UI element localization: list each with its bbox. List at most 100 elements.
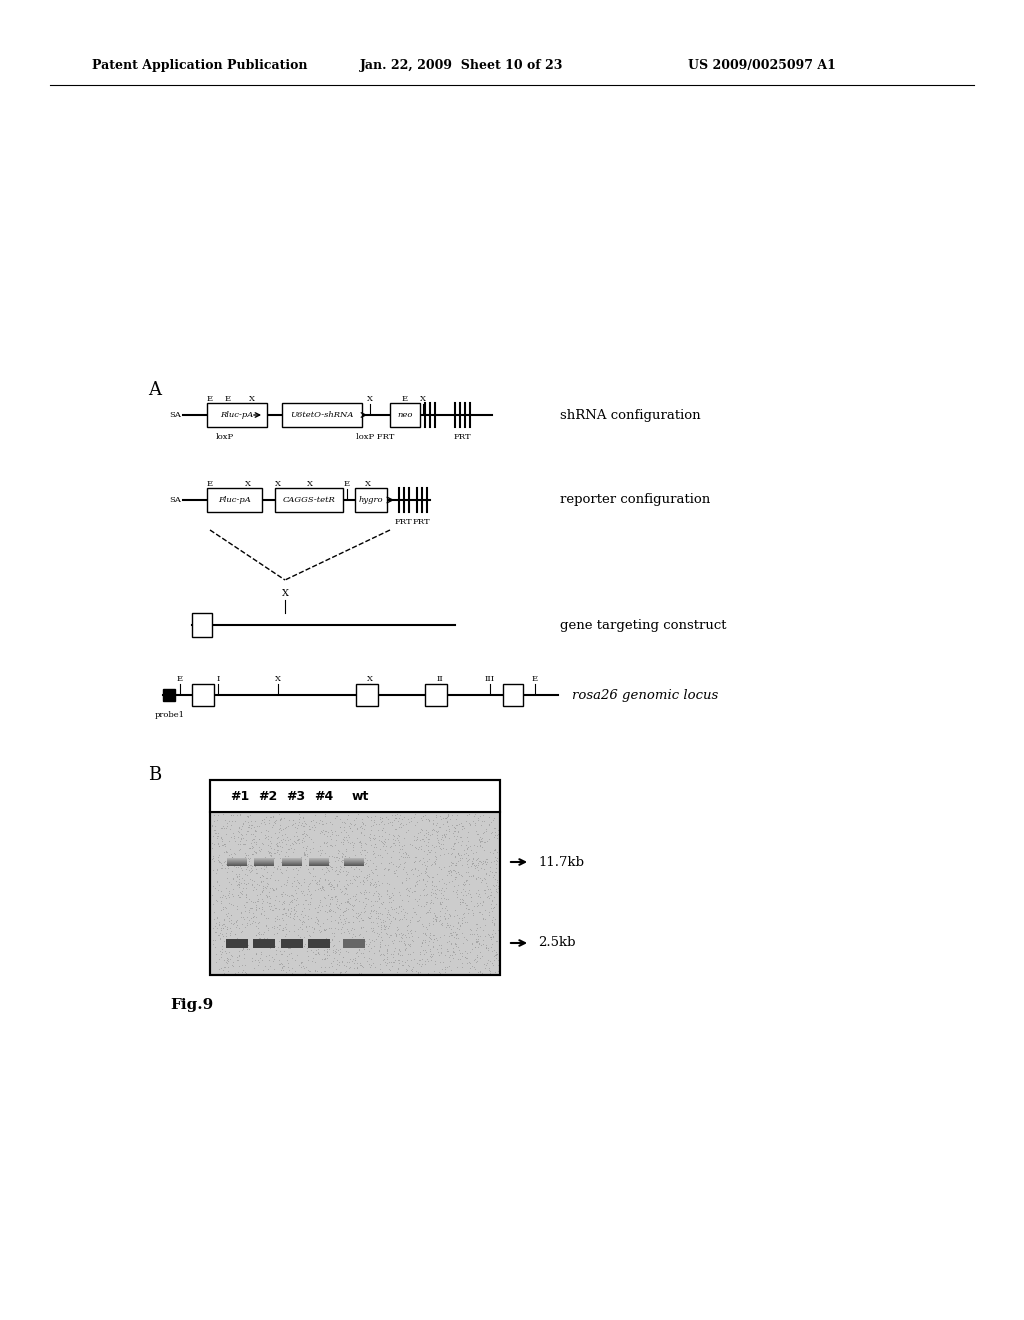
Point bbox=[368, 805, 384, 826]
Point bbox=[355, 866, 372, 887]
Text: A: A bbox=[148, 381, 162, 399]
Point bbox=[440, 861, 457, 882]
Point bbox=[291, 916, 307, 937]
Point bbox=[372, 936, 388, 957]
Point bbox=[271, 804, 288, 825]
Point bbox=[310, 941, 327, 962]
Point bbox=[278, 833, 294, 854]
Point bbox=[443, 960, 460, 981]
Point bbox=[442, 950, 459, 972]
Point bbox=[273, 953, 290, 974]
Point bbox=[268, 836, 285, 857]
Point bbox=[229, 820, 246, 841]
Point bbox=[226, 810, 243, 832]
Point bbox=[394, 908, 411, 929]
Point bbox=[268, 923, 285, 944]
Point bbox=[360, 863, 377, 884]
Point bbox=[224, 886, 241, 907]
Point bbox=[456, 817, 472, 838]
Point bbox=[357, 854, 374, 875]
Point bbox=[479, 949, 496, 970]
Point bbox=[479, 952, 496, 973]
Point bbox=[295, 807, 311, 828]
Point bbox=[208, 809, 224, 830]
Point bbox=[297, 904, 313, 925]
Point bbox=[211, 911, 227, 932]
Point bbox=[288, 883, 304, 904]
Point bbox=[244, 870, 260, 891]
Point bbox=[309, 942, 326, 964]
Point bbox=[472, 850, 488, 871]
Point bbox=[440, 820, 457, 841]
Point bbox=[214, 939, 230, 960]
Point bbox=[348, 929, 365, 950]
Point bbox=[316, 879, 333, 900]
Point bbox=[427, 821, 443, 842]
Point bbox=[210, 924, 226, 945]
Point bbox=[396, 931, 413, 952]
Point bbox=[337, 878, 353, 899]
Point bbox=[309, 853, 326, 874]
Point bbox=[322, 834, 338, 855]
Point bbox=[450, 936, 466, 957]
Point bbox=[329, 805, 345, 826]
Point bbox=[375, 950, 391, 972]
Point bbox=[294, 822, 310, 843]
Point bbox=[367, 829, 383, 850]
Point bbox=[301, 826, 317, 847]
Point bbox=[423, 840, 439, 861]
Text: wt: wt bbox=[351, 789, 369, 803]
Point bbox=[329, 875, 345, 896]
Point bbox=[334, 952, 350, 973]
Point bbox=[396, 807, 413, 828]
Point bbox=[379, 940, 395, 961]
Point bbox=[302, 925, 318, 946]
Point bbox=[317, 842, 334, 863]
Point bbox=[218, 948, 234, 969]
Point bbox=[267, 810, 284, 832]
Point bbox=[429, 907, 445, 928]
Point bbox=[465, 865, 481, 886]
Point bbox=[355, 874, 372, 895]
Point bbox=[377, 935, 393, 956]
Point bbox=[402, 876, 419, 898]
Point bbox=[210, 826, 226, 847]
Point bbox=[242, 939, 258, 960]
Point bbox=[443, 843, 460, 865]
Point bbox=[259, 886, 275, 907]
Point bbox=[338, 821, 354, 842]
Point bbox=[416, 896, 432, 917]
Bar bbox=[226, 939, 248, 948]
Point bbox=[411, 909, 427, 931]
Point bbox=[276, 874, 293, 895]
Point bbox=[223, 826, 240, 847]
Point bbox=[251, 829, 267, 850]
Point bbox=[286, 913, 302, 935]
Point bbox=[239, 939, 255, 960]
Point bbox=[420, 836, 436, 857]
Point bbox=[463, 920, 479, 941]
Point bbox=[381, 908, 397, 929]
Point bbox=[215, 834, 231, 855]
Point bbox=[475, 850, 492, 871]
Point bbox=[449, 886, 465, 907]
Point bbox=[483, 929, 500, 950]
Point bbox=[366, 921, 382, 942]
Point bbox=[454, 891, 470, 912]
Point bbox=[269, 937, 286, 958]
Point bbox=[256, 928, 272, 949]
Point bbox=[483, 927, 500, 948]
Point bbox=[402, 909, 419, 931]
Point bbox=[469, 945, 485, 966]
Text: Patent Application Publication: Patent Application Publication bbox=[92, 58, 308, 71]
Point bbox=[444, 941, 461, 962]
Point bbox=[275, 899, 292, 920]
Point bbox=[282, 834, 298, 855]
Point bbox=[236, 869, 252, 890]
Point bbox=[439, 888, 456, 909]
Point bbox=[470, 809, 486, 830]
Point bbox=[415, 869, 431, 890]
Point bbox=[316, 919, 333, 940]
Point bbox=[279, 949, 295, 970]
Point bbox=[263, 843, 280, 865]
